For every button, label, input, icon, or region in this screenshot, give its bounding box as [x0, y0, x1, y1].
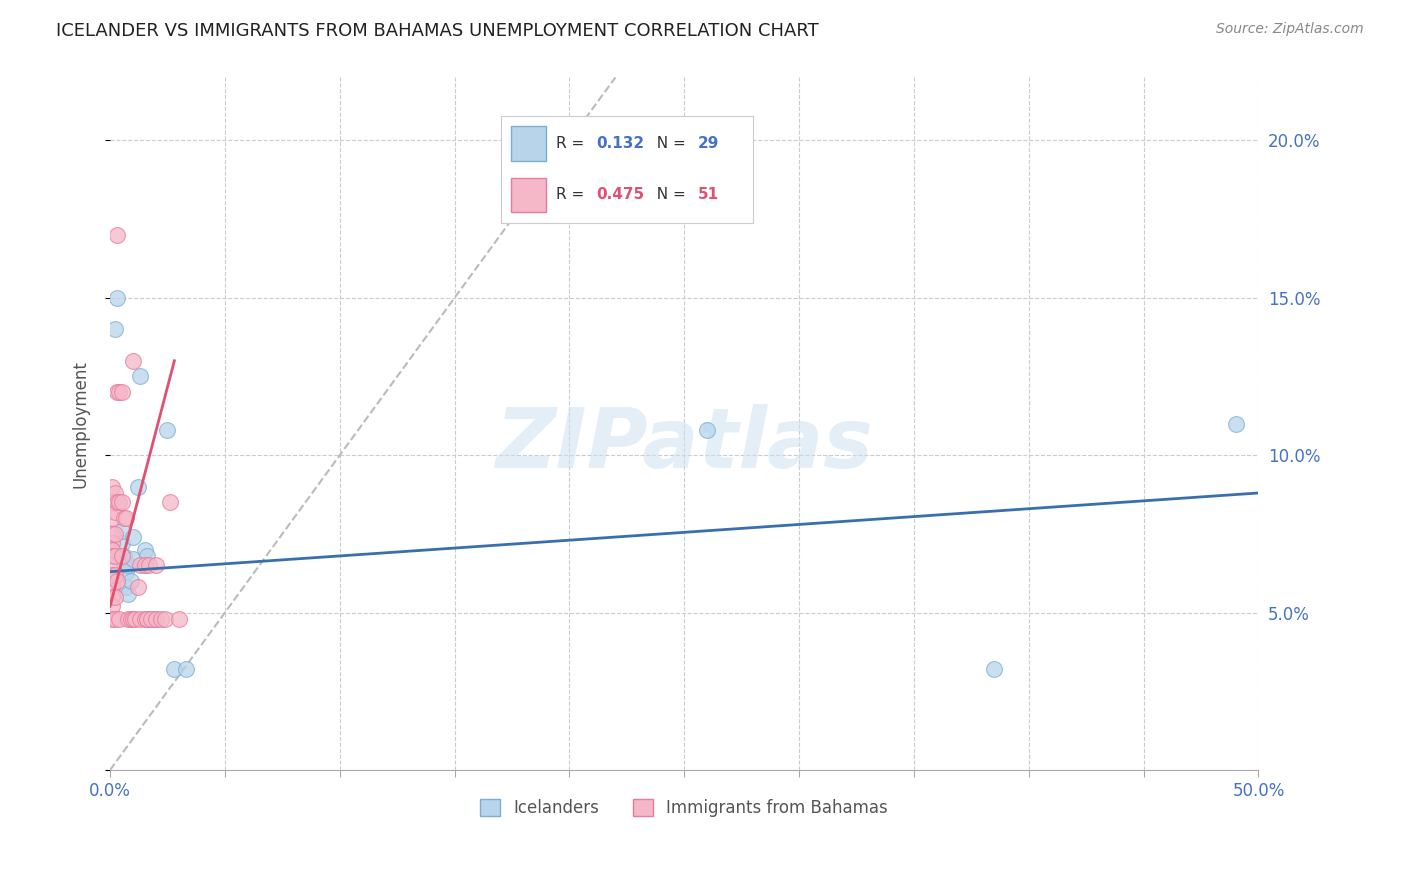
Point: [134, 558, 156, 573]
Point: [134, 542, 156, 557]
Point: [117, 587, 139, 601]
Point: [108, 549, 131, 563]
Point: [105, 574, 128, 588]
Point: [115, 511, 138, 525]
Point: [115, 581, 138, 595]
Point: [983, 662, 1005, 676]
Point: [120, 612, 142, 626]
Point: [122, 552, 145, 566]
Point: [101, 599, 124, 614]
Point: [127, 581, 149, 595]
Point: [127, 480, 149, 494]
Point: [101, 511, 124, 525]
Point: [134, 612, 156, 626]
Point: [105, 227, 128, 242]
Point: [104, 505, 127, 519]
Point: [101, 527, 124, 541]
Point: [134, 558, 156, 573]
Point: [108, 385, 131, 400]
Point: [104, 612, 127, 626]
Legend: Icelanders, Immigrants from Bahamas: Icelanders, Immigrants from Bahamas: [474, 792, 894, 824]
Point: [112, 511, 135, 525]
Point: [104, 527, 127, 541]
Text: ICELANDER VS IMMIGRANTS FROM BAHAMAS UNEMPLOYMENT CORRELATION CHART: ICELANDER VS IMMIGRANTS FROM BAHAMAS UNE…: [56, 22, 818, 40]
Point: [105, 495, 128, 509]
Point: [110, 385, 132, 400]
Point: [110, 495, 132, 509]
Point: [110, 536, 132, 550]
Point: [129, 558, 152, 573]
Point: [101, 590, 124, 604]
Point: [145, 558, 167, 573]
Point: [112, 549, 135, 563]
Point: [129, 369, 152, 384]
Point: [104, 549, 127, 563]
Text: Source: ZipAtlas.com: Source: ZipAtlas.com: [1216, 22, 1364, 37]
Point: [101, 567, 124, 582]
Point: [101, 549, 124, 563]
Point: [101, 558, 124, 573]
Point: [156, 423, 179, 437]
Point: [101, 495, 124, 509]
Point: [104, 590, 127, 604]
Point: [141, 612, 163, 626]
Point: [153, 612, 176, 626]
Point: [135, 612, 157, 626]
Point: [159, 495, 181, 509]
Point: [122, 612, 145, 626]
Point: [145, 612, 167, 626]
Point: [108, 612, 131, 626]
Point: [1225, 417, 1247, 431]
Point: [122, 353, 145, 368]
Point: [135, 549, 157, 563]
Point: [104, 322, 127, 336]
Point: [104, 567, 127, 582]
Point: [117, 612, 139, 626]
Point: [167, 612, 190, 626]
Point: [163, 662, 186, 676]
Point: [129, 612, 152, 626]
Point: [108, 495, 131, 509]
Y-axis label: Unemployment: Unemployment: [72, 359, 89, 488]
Point: [115, 565, 138, 579]
Point: [104, 486, 127, 500]
Point: [110, 549, 132, 563]
Point: [117, 558, 139, 573]
Point: [138, 558, 160, 573]
Point: [101, 536, 124, 550]
Point: [101, 542, 124, 557]
Point: [101, 581, 124, 595]
Point: [141, 612, 163, 626]
Point: [110, 524, 132, 538]
Point: [105, 385, 128, 400]
Text: ZIPatlas: ZIPatlas: [495, 404, 873, 485]
Point: [122, 530, 145, 544]
Point: [145, 612, 167, 626]
Point: [120, 574, 142, 588]
Point: [135, 612, 157, 626]
Point: [124, 612, 146, 626]
Point: [112, 558, 135, 573]
Point: [696, 423, 718, 437]
Point: [174, 662, 197, 676]
Point: [149, 612, 172, 626]
Point: [101, 480, 124, 494]
Point: [105, 291, 128, 305]
Point: [101, 612, 124, 626]
Point: [101, 542, 124, 557]
